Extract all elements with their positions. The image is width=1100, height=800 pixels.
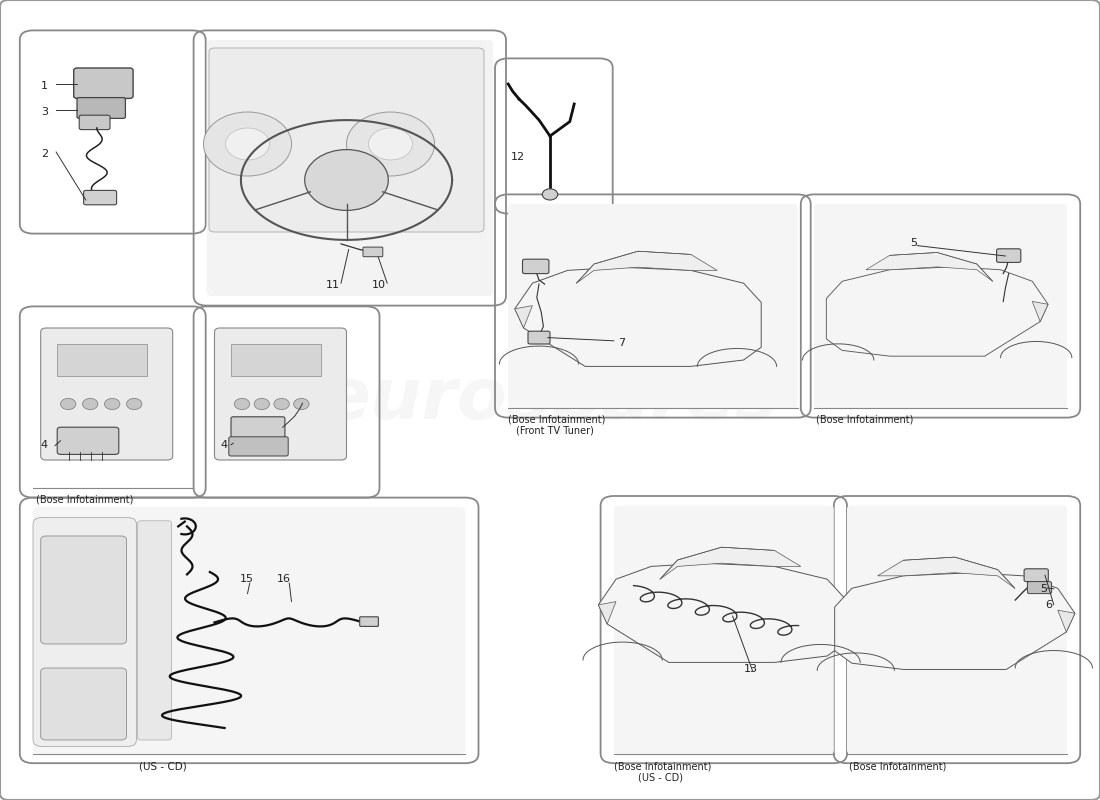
Polygon shape — [1032, 302, 1048, 322]
FancyBboxPatch shape — [214, 328, 346, 460]
Circle shape — [226, 128, 270, 160]
Circle shape — [294, 398, 309, 410]
Polygon shape — [515, 306, 532, 328]
FancyBboxPatch shape — [57, 427, 119, 454]
Polygon shape — [878, 557, 1015, 588]
FancyBboxPatch shape — [41, 668, 126, 740]
FancyBboxPatch shape — [41, 536, 126, 644]
FancyBboxPatch shape — [209, 48, 484, 232]
Circle shape — [346, 112, 434, 176]
Text: 4: 4 — [41, 440, 47, 450]
Polygon shape — [660, 547, 801, 579]
Bar — [57, 344, 147, 376]
Polygon shape — [598, 602, 616, 624]
Text: 5: 5 — [1041, 584, 1047, 594]
Circle shape — [368, 128, 412, 160]
Polygon shape — [598, 563, 845, 662]
FancyBboxPatch shape — [508, 204, 798, 408]
Text: (Bose Infotainment): (Bose Infotainment) — [849, 762, 947, 771]
Circle shape — [274, 398, 289, 410]
Circle shape — [104, 398, 120, 410]
FancyBboxPatch shape — [1024, 569, 1048, 582]
Circle shape — [204, 112, 292, 176]
Text: 7: 7 — [618, 338, 625, 347]
FancyBboxPatch shape — [231, 417, 285, 438]
Polygon shape — [576, 251, 717, 283]
Text: 11: 11 — [326, 280, 340, 290]
Text: (Bose Infotainment): (Bose Infotainment) — [36, 494, 134, 504]
FancyBboxPatch shape — [528, 331, 550, 344]
Text: 3: 3 — [41, 107, 47, 117]
Polygon shape — [515, 267, 761, 366]
Circle shape — [60, 398, 76, 410]
FancyBboxPatch shape — [814, 204, 1067, 408]
FancyBboxPatch shape — [229, 437, 288, 456]
FancyBboxPatch shape — [207, 40, 493, 296]
Text: (US - CD): (US - CD) — [139, 762, 187, 771]
Text: 2: 2 — [41, 149, 47, 158]
Circle shape — [542, 189, 558, 200]
Text: 10: 10 — [372, 280, 386, 290]
Text: (Bose Infotainment): (Bose Infotainment) — [508, 414, 606, 424]
FancyBboxPatch shape — [79, 115, 110, 130]
Text: (US - CD): (US - CD) — [638, 773, 683, 782]
FancyBboxPatch shape — [363, 247, 383, 257]
Text: 1: 1 — [41, 81, 47, 90]
Circle shape — [126, 398, 142, 410]
FancyBboxPatch shape — [997, 249, 1021, 262]
Text: 6: 6 — [1045, 600, 1052, 610]
FancyBboxPatch shape — [847, 506, 1067, 754]
Text: 4: 4 — [220, 440, 227, 450]
FancyBboxPatch shape — [77, 98, 125, 118]
Polygon shape — [826, 267, 1048, 356]
FancyBboxPatch shape — [33, 518, 136, 746]
Text: (Bose Infotainment): (Bose Infotainment) — [614, 762, 712, 771]
Text: (Bose Infotainment): (Bose Infotainment) — [816, 414, 914, 424]
Text: 5: 5 — [910, 238, 916, 248]
FancyBboxPatch shape — [138, 521, 172, 740]
Text: 12: 12 — [510, 152, 525, 162]
Text: 15: 15 — [240, 574, 254, 584]
FancyBboxPatch shape — [522, 259, 549, 274]
Text: (Front TV Tuner): (Front TV Tuner) — [516, 426, 594, 435]
FancyBboxPatch shape — [41, 328, 173, 460]
Polygon shape — [866, 253, 992, 282]
Text: eurospares: eurospares — [321, 366, 779, 434]
FancyBboxPatch shape — [360, 617, 378, 626]
FancyBboxPatch shape — [614, 506, 834, 754]
Circle shape — [305, 150, 388, 210]
Text: 16: 16 — [277, 574, 292, 584]
FancyBboxPatch shape — [74, 68, 133, 98]
Bar — [231, 344, 321, 376]
Circle shape — [82, 398, 98, 410]
Polygon shape — [1058, 610, 1075, 632]
Polygon shape — [835, 573, 1075, 670]
Circle shape — [254, 398, 270, 410]
Circle shape — [234, 398, 250, 410]
FancyBboxPatch shape — [1027, 582, 1052, 594]
FancyBboxPatch shape — [84, 190, 117, 205]
FancyBboxPatch shape — [33, 507, 465, 754]
Text: 13: 13 — [744, 664, 758, 674]
